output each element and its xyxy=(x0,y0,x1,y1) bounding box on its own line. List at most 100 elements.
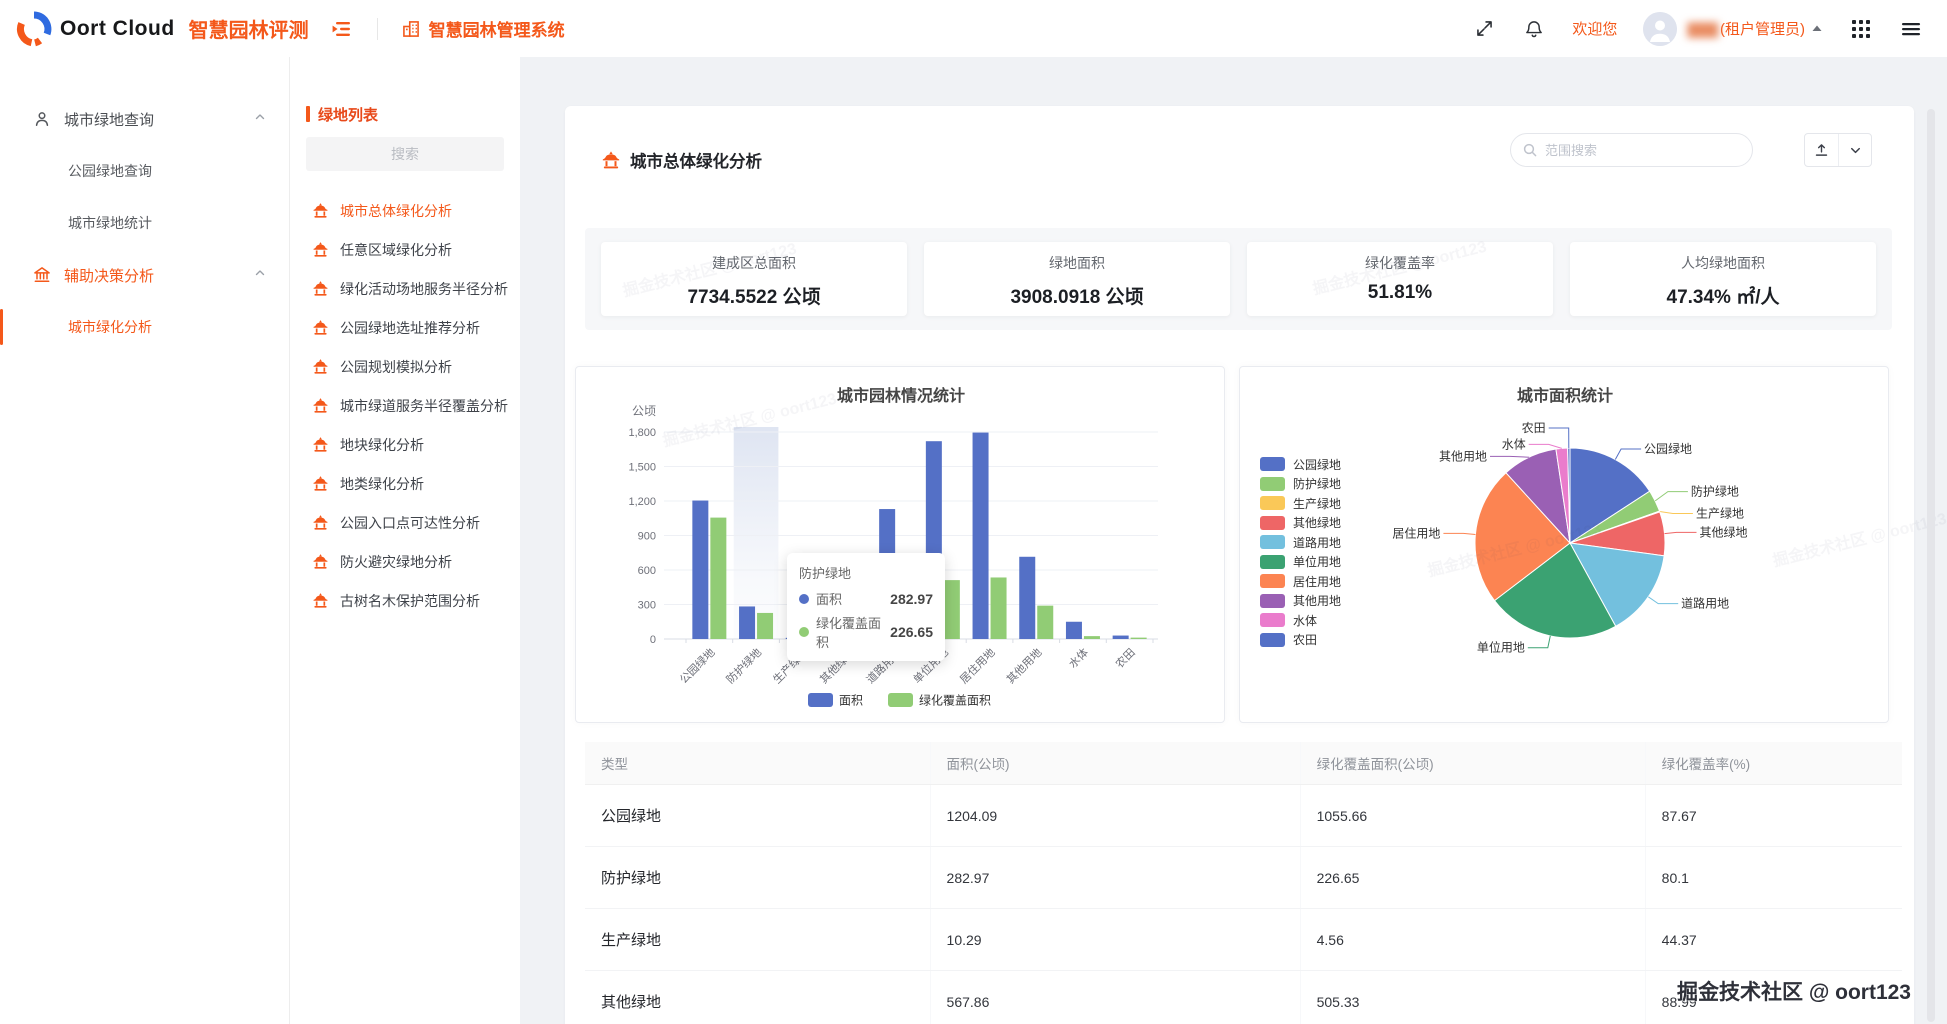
pie-slice[interactable] xyxy=(1567,447,1571,544)
pie-chart[interactable]: 城市面积统计公园绿地防护绿地生产绿地其他绿地道路用地单位用地居住用地其他用地水体… xyxy=(1240,367,1890,722)
header-right: 欢迎您 ▇▇▇ (租户管理员) xyxy=(1446,11,1923,46)
pie-legend-item-3[interactable]: 其他绿地 xyxy=(1260,515,1341,530)
brand-logo-icon[interactable] xyxy=(16,11,52,47)
y-tick-label: 0 xyxy=(650,634,656,646)
list-search-input[interactable] xyxy=(306,137,504,171)
bar[interactable] xyxy=(943,580,960,639)
avatar xyxy=(1643,11,1678,46)
sidebar-item-label: 公园绿地查询 xyxy=(68,163,152,179)
list-item-label: 绿化活动场地服务半径分析 xyxy=(340,280,508,297)
pie-legend-item-9[interactable]: 农田 xyxy=(1260,632,1341,647)
table-cell: 生产绿地 xyxy=(585,908,931,971)
list-item-7[interactable]: 地类绿化分析 xyxy=(290,464,520,503)
bar[interactable] xyxy=(972,432,989,639)
stat-label: 绿地面积 xyxy=(1049,255,1105,271)
table-row-3: 其他绿地 567.86 505.33 88.99 xyxy=(585,970,1902,1024)
pie-legend-item-2[interactable]: 生产绿地 xyxy=(1260,496,1341,511)
tooltip-value: 282.97 xyxy=(890,590,933,607)
bar[interactable] xyxy=(1037,605,1054,639)
bar[interactable] xyxy=(1019,556,1036,639)
bar[interactable] xyxy=(1083,636,1100,639)
list-item-1[interactable]: 任意区域绿化分析 xyxy=(290,230,520,269)
label-line xyxy=(1654,491,1688,502)
vertical-scrollbar[interactable] xyxy=(1927,109,1935,1022)
sidebar: 城市绿地查询公园绿地查询城市绿地统计 辅助决策分析 城市绿化分析 xyxy=(0,57,290,1024)
pie-legend-item-5[interactable]: 单位用地 xyxy=(1260,554,1342,569)
y-tick-label: 300 xyxy=(638,600,656,612)
sidebar-item-1-0[interactable]: 城市绿化分析 xyxy=(0,301,289,353)
table-cell: 公园绿地 xyxy=(585,784,931,847)
column-header: 类型 xyxy=(585,742,931,785)
bar[interactable] xyxy=(1112,635,1129,639)
pie-legend-item-6[interactable]: 居住用地 xyxy=(1260,574,1341,589)
sidebar-group-0[interactable]: 城市绿地查询 xyxy=(0,93,289,145)
building-icon xyxy=(400,18,422,40)
x-category-label: 防护绿地 xyxy=(723,645,764,686)
x-category-label: 居住用地 xyxy=(957,645,998,686)
bar-chart[interactable]: 城市园林情况统计公顷03006009001,2001,5001,800公园绿地防… xyxy=(576,367,1226,722)
user-name-redacted: ▇▇▇ xyxy=(1687,20,1718,38)
bar[interactable] xyxy=(1130,637,1147,639)
sidebar-group-1[interactable]: 辅助决策分析 xyxy=(0,249,289,301)
pie-legend-item-1[interactable]: 防护绿地 xyxy=(1260,476,1341,491)
tooltip-value: 226.65 xyxy=(890,624,933,640)
list-item-6[interactable]: 地块绿化分析 xyxy=(290,425,520,464)
bar[interactable] xyxy=(710,517,727,639)
legend-label: 其他用地 xyxy=(1293,594,1342,608)
legend-label: 面积 xyxy=(839,694,863,708)
stat-label: 绿化覆盖率 xyxy=(1365,255,1435,271)
pie-legend-item-8[interactable]: 水体 xyxy=(1260,613,1341,628)
pie-slice[interactable] xyxy=(1569,542,1665,627)
list-item-4[interactable]: 公园规划模拟分析 xyxy=(290,347,520,386)
stat-value: 3908.0918 公顷 xyxy=(1010,287,1144,308)
fullscreen-icon[interactable] xyxy=(1472,17,1496,41)
bar[interactable] xyxy=(1065,621,1082,639)
list-item-0[interactable]: 城市总体绿化分析 xyxy=(290,191,520,230)
bar[interactable] xyxy=(990,577,1007,639)
dropdown-button[interactable] xyxy=(1838,134,1871,166)
apps-grid-icon[interactable] xyxy=(1849,17,1873,41)
sidebar-item-0-0[interactable]: 公园绿地查询 xyxy=(0,145,289,197)
pie-slice[interactable] xyxy=(1493,542,1617,639)
pie-legend-item-0[interactable]: 公园绿地 xyxy=(1260,457,1342,472)
list-item-8[interactable]: 公园入口点可达性分析 xyxy=(290,503,520,542)
legend-swatch xyxy=(1260,457,1285,471)
list-item-label: 地块绿化分析 xyxy=(340,436,424,453)
table-cell: 88.99 xyxy=(1645,970,1902,1024)
bar[interactable] xyxy=(739,606,756,639)
charts-row: 城市园林情况统计 公顷 0 300 600 900 1,200 1,500 1,800 公园绿地防… xyxy=(575,366,1889,723)
bar[interactable] xyxy=(692,500,709,639)
table-cell: 226.65 xyxy=(1300,846,1646,909)
y-tick-label: 1,200 xyxy=(628,496,656,508)
bar[interactable] xyxy=(757,612,774,639)
user-menu[interactable]: ▇▇▇ (租户管理员) xyxy=(1643,11,1823,46)
stat-card-2: 绿化覆盖率 51.81% xyxy=(1247,242,1553,316)
list-item-3[interactable]: 公园绿地选址推荐分析 xyxy=(290,308,520,347)
list-item-5[interactable]: 城市绿道服务半径覆盖分析 xyxy=(290,386,520,425)
legend-label: 公园绿地 xyxy=(1293,457,1342,472)
list-item-2[interactable]: 绿化活动场地服务半径分析 xyxy=(290,269,520,308)
scope-search-input[interactable] xyxy=(1510,133,1753,167)
legend-label: 单位用地 xyxy=(1293,555,1342,569)
active-indicator-bar xyxy=(0,309,3,345)
caret-up-icon xyxy=(1811,20,1823,38)
bell-icon[interactable] xyxy=(1522,17,1546,41)
list-item-9[interactable]: 防火避灾绿地分析 xyxy=(290,542,520,581)
list-item-10[interactable]: 古树名木保护范围分析 xyxy=(290,581,520,620)
legend-swatch xyxy=(1260,613,1285,627)
pie-legend-item-4[interactable]: 道路用地 xyxy=(1260,535,1341,550)
pie-label: 其他用地 xyxy=(1439,449,1487,463)
legend-swatch xyxy=(1260,593,1285,608)
list-item-label: 公园入口点可达性分析 xyxy=(340,514,480,531)
sidebar-item-0-1[interactable]: 城市绿地统计 xyxy=(0,197,289,249)
title-accent-bar xyxy=(306,106,310,122)
menu-icon[interactable] xyxy=(1899,17,1923,41)
user-icon xyxy=(32,109,52,129)
upload-button[interactable] xyxy=(1805,134,1838,166)
main-content: 城市总体绿化分析 建成区总面 xyxy=(520,57,1947,1024)
table-cell: 10.29 xyxy=(930,908,1301,971)
menu-collapse-icon[interactable] xyxy=(329,16,355,42)
bar-chart-panel: 城市园林情况统计 公顷 0 300 600 900 1,200 1,500 1,800 公园绿地防… xyxy=(575,366,1225,723)
pie-legend-item-7[interactable]: 其他用地 xyxy=(1260,593,1342,608)
